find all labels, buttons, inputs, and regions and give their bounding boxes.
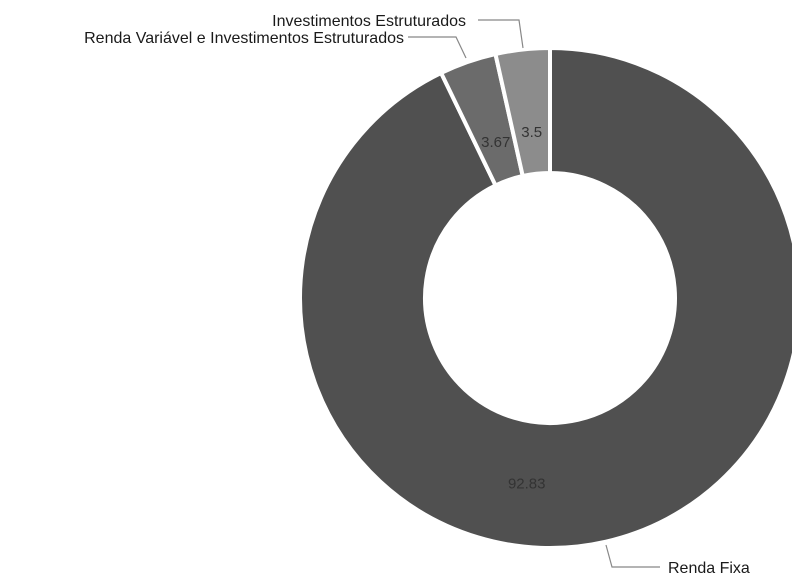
slice-label-1: Renda Fixa bbox=[668, 560, 750, 577]
value-label-2: 3.67 bbox=[481, 134, 510, 151]
outer-labels-group: Renda Fixa Renda Variável e Investimentos… bbox=[84, 13, 750, 577]
value-label-3: 3.5 bbox=[521, 124, 542, 141]
value-label-1: 92.83 bbox=[508, 476, 546, 493]
leader-line-1 bbox=[605, 544, 660, 568]
slice-3[interactable] bbox=[493, 46, 552, 179]
slices-group bbox=[298, 46, 792, 550]
leader-line-2 bbox=[408, 36, 467, 59]
leader-lines-group bbox=[408, 19, 660, 568]
slice-label-3: Investimentos Estruturados bbox=[272, 13, 466, 30]
value-labels-group: 92.83 3.67 3.5 bbox=[481, 124, 545, 493]
leader-line-3 bbox=[478, 19, 524, 49]
slice-1[interactable] bbox=[298, 46, 792, 550]
slice-label-2: Renda Variável e Investimentos Estrutura… bbox=[84, 30, 404, 47]
